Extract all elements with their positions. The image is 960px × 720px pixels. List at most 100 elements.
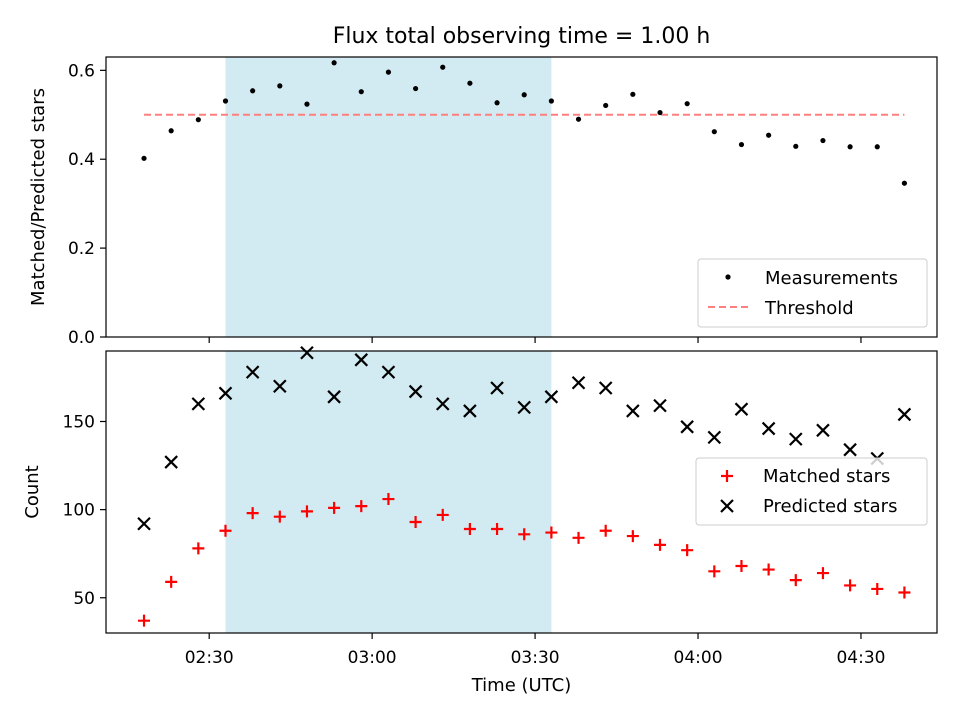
measurement-point	[657, 109, 663, 116]
predicted-stars-point	[816, 423, 830, 438]
matched-stars-point	[844, 579, 857, 592]
matched-stars-point	[654, 538, 666, 551]
matched-stars-legend-marker	[721, 470, 733, 482]
predicted-stars-point	[191, 397, 206, 411]
measurements-legend-label: Measurements	[765, 268, 898, 289]
top-y-axis-label: Matched/Predicted stars	[28, 88, 49, 306]
predicted-stars-point	[354, 353, 369, 367]
matched-stars-point	[572, 531, 585, 544]
top-axes-frame	[105, 56, 938, 338]
measurement-point	[901, 180, 908, 186]
predicted-stars-point	[490, 381, 504, 395]
predicted-stars-point	[327, 390, 341, 404]
matched-stars-point	[599, 524, 612, 537]
predicted-stars-point	[843, 442, 857, 457]
measurement-point	[711, 129, 717, 135]
bottom-observing-window	[225, 351, 552, 633]
matched-stars-point	[273, 510, 286, 523]
bottom-legend-box	[695, 457, 928, 526]
predicted-stars-point	[571, 375, 586, 390]
measurement-point	[494, 100, 500, 106]
matched-stars-point	[219, 524, 232, 537]
predicted-stars-point	[734, 402, 749, 416]
predicted-stars-point	[707, 430, 722, 445]
matched-stars-point	[192, 542, 205, 555]
top-y-tick-label: 0.0	[68, 328, 95, 348]
measurements-series	[141, 60, 908, 186]
predicted-stars-point	[273, 379, 287, 394]
matched-stars-point	[463, 523, 476, 536]
matched-stars-point	[246, 507, 259, 520]
matched-stars-point	[681, 544, 694, 557]
measurement-point	[440, 64, 446, 70]
measurement-point	[141, 155, 147, 161]
predicted-stars-point	[789, 432, 803, 446]
matched-stars-legend-label: Matched stars	[763, 466, 890, 487]
matched-stars-point	[708, 565, 721, 578]
chart-title: Flux total observing time = 1.00 h	[333, 24, 711, 49]
measurement-point	[738, 141, 745, 148]
measurement-point	[766, 132, 772, 138]
top-observing-window	[225, 57, 552, 337]
top-y-axis: 0.0 0.2 0.4 0.6	[68, 61, 862, 348]
matched-stars-point	[898, 586, 911, 599]
predicted-stars-legend-marker	[720, 499, 734, 513]
predicted-stars-point	[680, 420, 694, 434]
predicted-stars-series	[137, 345, 912, 531]
measurement-point	[820, 137, 826, 144]
measurement-point	[168, 128, 174, 134]
x-tick-label: 03:00	[348, 648, 397, 668]
predicted-stars-point	[245, 365, 260, 379]
bottom-y-tick-label: 100	[63, 501, 95, 521]
top-y-tick-label: 0.2	[68, 239, 95, 259]
matched-stars-point	[816, 567, 829, 580]
matched-stars-point	[871, 582, 884, 595]
predicted-stars-point	[897, 407, 912, 422]
top-panel: 0.0 0.2 0.4 0.6 Matched/Predicted stars Mea…	[28, 56, 938, 348]
top-shaded-span	[225, 57, 552, 337]
bottom-y-tick-label: 50	[73, 589, 95, 609]
measurement-point	[684, 101, 690, 107]
top-legend: Measurements Threshold	[697, 258, 928, 328]
measurement-point	[358, 89, 364, 95]
predicted-stars-point	[463, 404, 477, 418]
matched-stars-point	[382, 493, 395, 506]
matched-stars-point	[300, 505, 313, 518]
measurement-point	[603, 102, 609, 109]
measurement-point	[874, 144, 880, 150]
matched-stars-point	[545, 526, 558, 539]
measurements-legend-marker	[725, 274, 731, 280]
bottom-shaded-span	[225, 351, 552, 633]
measurement-point	[385, 69, 392, 75]
measurement-point	[630, 91, 636, 97]
x-tick-label: 04:30	[836, 648, 885, 668]
bottom-legend: Matched stars Predicted stars	[695, 457, 928, 526]
matched-stars-point	[355, 500, 368, 513]
predicted-stars-point	[164, 455, 178, 469]
measurement-point	[467, 80, 473, 86]
predicted-stars-legend-label: Predicted stars	[763, 496, 897, 517]
measurement-point	[793, 143, 799, 149]
matched-stars-point	[138, 614, 151, 627]
bottom-y-axis-label: Count	[22, 465, 43, 518]
predicted-stars-point	[218, 386, 233, 401]
measurement-point	[548, 98, 554, 104]
predicted-stars-point	[435, 397, 450, 411]
bottom-y-tick-label: 150	[63, 413, 95, 433]
measurement-point	[250, 88, 256, 94]
measurement-point	[521, 92, 527, 98]
measurement-point	[304, 101, 310, 107]
x-axis: 02:30 03:00 03:30 04:00 04:30	[185, 633, 885, 668]
predicted-stars-point	[626, 404, 640, 418]
matched-stars-point	[165, 575, 178, 588]
top-legend-box	[697, 258, 928, 328]
x-axis-label: Time (UTC)	[471, 675, 572, 696]
measurement-point	[195, 117, 201, 123]
matched-stars-point	[491, 523, 504, 536]
threshold-legend-label: Threshold	[764, 298, 854, 319]
matched-stars-point	[735, 560, 748, 573]
matched-stars-point	[789, 574, 802, 587]
predicted-stars-point	[653, 398, 667, 413]
measurement-point	[222, 98, 229, 104]
